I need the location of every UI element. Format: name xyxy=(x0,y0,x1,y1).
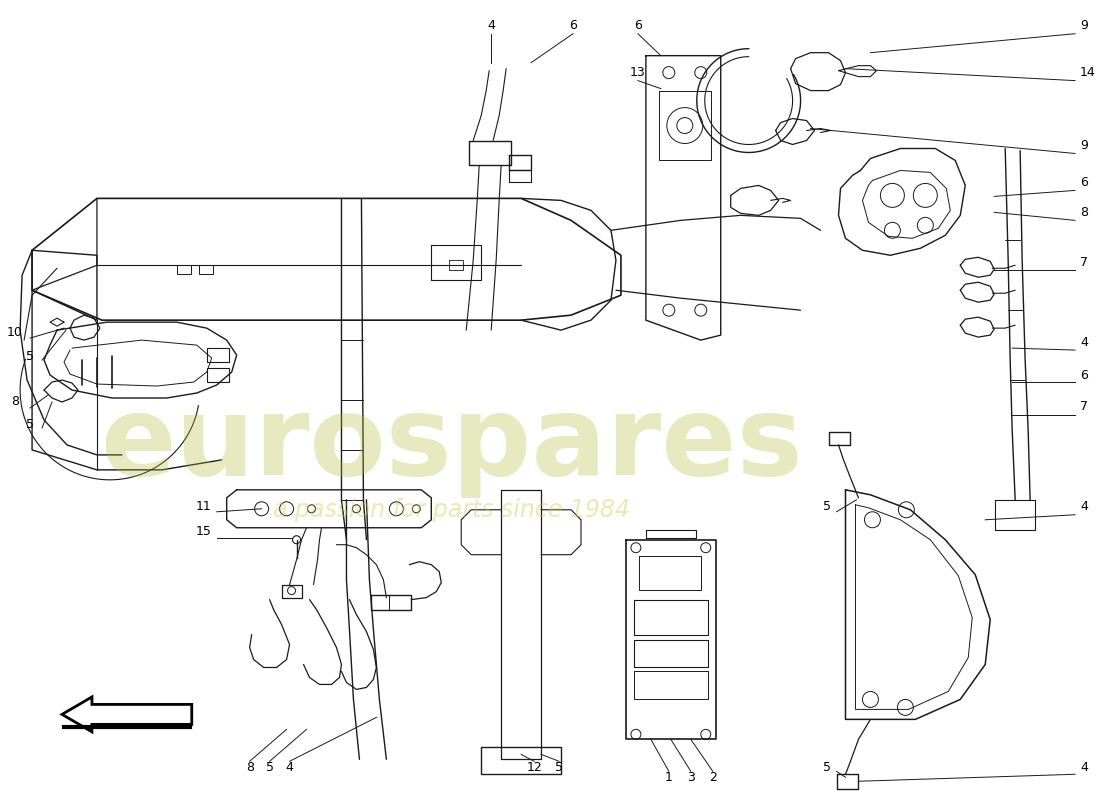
Text: 5: 5 xyxy=(265,761,274,774)
Text: 10: 10 xyxy=(8,326,23,338)
Text: 5: 5 xyxy=(823,500,830,514)
Text: 5: 5 xyxy=(26,418,34,431)
Text: 4: 4 xyxy=(286,761,294,774)
Text: 9: 9 xyxy=(1080,139,1088,152)
Text: 9: 9 xyxy=(1080,19,1088,32)
Bar xyxy=(207,368,229,382)
Text: 4: 4 xyxy=(487,19,495,32)
Text: 12: 12 xyxy=(526,761,542,774)
Text: 7: 7 xyxy=(1080,256,1088,269)
Text: 8: 8 xyxy=(245,761,254,774)
Text: 14: 14 xyxy=(1080,66,1096,79)
Text: 5: 5 xyxy=(556,761,563,774)
Text: 5: 5 xyxy=(823,761,830,774)
Text: 8: 8 xyxy=(1080,206,1088,219)
Text: 8: 8 xyxy=(11,395,19,409)
Text: 4: 4 xyxy=(1080,761,1088,774)
Text: 7: 7 xyxy=(1080,401,1088,414)
Bar xyxy=(177,266,190,274)
Text: 15: 15 xyxy=(196,526,211,538)
Text: 4: 4 xyxy=(1080,336,1088,349)
Text: 6: 6 xyxy=(634,19,641,32)
Text: 13: 13 xyxy=(630,66,646,79)
Text: 5: 5 xyxy=(26,350,34,362)
Text: 2: 2 xyxy=(708,770,717,784)
Text: 3: 3 xyxy=(686,770,695,784)
FancyArrow shape xyxy=(62,697,191,732)
Text: 6: 6 xyxy=(569,19,578,32)
Text: a passion for parts since 1984: a passion for parts since 1984 xyxy=(273,498,629,522)
Bar xyxy=(207,348,229,362)
Text: 6: 6 xyxy=(1080,176,1088,189)
Text: 4: 4 xyxy=(1080,500,1088,514)
Text: 1: 1 xyxy=(664,770,673,784)
Text: eurospares: eurospares xyxy=(100,391,803,498)
Text: 11: 11 xyxy=(196,500,211,514)
Bar xyxy=(199,266,212,274)
Text: 6: 6 xyxy=(1080,369,1088,382)
